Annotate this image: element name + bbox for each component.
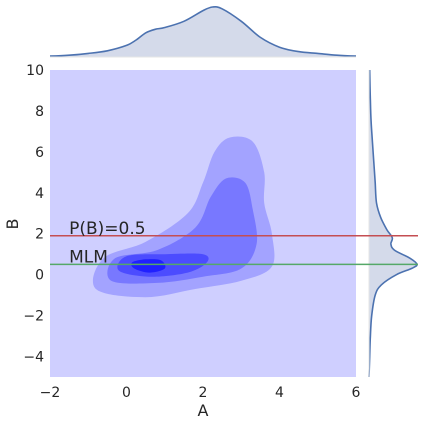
- x-tick-label: 4: [275, 385, 284, 401]
- x-tick-label: 0: [122, 385, 131, 401]
- marginal-x-density-fill: [50, 6, 356, 58]
- annotation-pb-label: P(B)=0.5: [69, 219, 145, 239]
- y-axis-label: B: [3, 219, 22, 230]
- y-tick-label: −4: [23, 350, 44, 366]
- x-tick-label: 6: [352, 385, 361, 401]
- y-tick-label: 10: [26, 63, 44, 79]
- x-axis-label: A: [198, 401, 209, 420]
- annotation-mlm-label: MLM: [69, 247, 108, 267]
- x-axis-ticks: −2 0 2 4 6: [40, 385, 361, 401]
- y-tick-label: 8: [35, 104, 44, 120]
- marginal-y-density-line: [368, 69, 418, 378]
- kde-contours: [92, 136, 275, 298]
- marginal-x-density-line: [49, 6, 357, 57]
- y-tick-label: −2: [23, 309, 44, 325]
- x-tick-label: −2: [40, 385, 61, 401]
- marginal-y-density-fill: [369, 70, 418, 377]
- annotations: P(B)=0.5 MLM: [69, 219, 145, 268]
- main-plot-area: [50, 70, 356, 377]
- y-axis-ticks: −4 −2 0 2 4 6 8 10: [23, 63, 44, 366]
- marginal-y-panel: [368, 69, 418, 378]
- y-tick-label: 2: [35, 227, 44, 243]
- x-tick-label: 2: [199, 385, 208, 401]
- y-tick-label: 4: [35, 186, 44, 202]
- contour-level-4: [131, 259, 166, 273]
- reference-lines: [50, 235, 418, 266]
- y-tick-label: 0: [35, 268, 44, 284]
- y-tick-label: 6: [35, 145, 44, 161]
- marginal-x-panel: [49, 6, 357, 58]
